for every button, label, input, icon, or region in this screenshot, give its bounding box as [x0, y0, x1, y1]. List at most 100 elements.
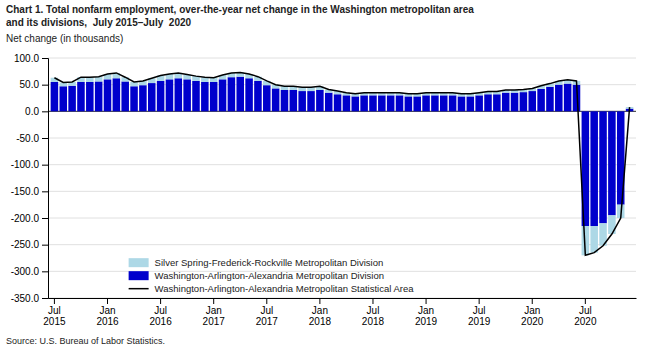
y-tick-label: -150.0	[11, 186, 40, 197]
x-tick-mark	[54, 298, 55, 304]
bar	[608, 111, 616, 215]
bar	[440, 95, 448, 111]
bar	[511, 93, 519, 112]
x-tick-label-line: Jan	[312, 305, 328, 316]
y-tick: -250.0	[11, 239, 48, 250]
plot-marks	[48, 72, 636, 255]
y-tick: 0.0	[25, 106, 48, 117]
x-tick-label: Jul2018	[362, 305, 385, 327]
x-tick-label-line: Jul	[260, 305, 273, 316]
legend-swatch	[129, 271, 149, 280]
bar	[378, 95, 386, 111]
x-tick-label-line: 2018	[362, 316, 385, 327]
x-tick-label: Jul2017	[256, 305, 279, 327]
grid	[48, 58, 636, 298]
y-tick-mark	[42, 165, 48, 166]
bar	[157, 81, 165, 111]
bar	[475, 95, 483, 111]
source-note: Source: U.S. Bureau of Labor Statistics.	[6, 336, 165, 346]
title: Chart 1. Total nonfarm employment, over-…	[6, 4, 474, 15]
bar	[369, 95, 377, 111]
bar	[590, 226, 598, 253]
x-tick-mark	[319, 298, 320, 304]
y-tick: 50.0	[20, 79, 48, 90]
x-tick: Jul2020	[574, 298, 597, 327]
y-tick-mark	[42, 58, 48, 59]
x-tick-label-line: Jul	[154, 305, 167, 316]
x-tick-label: Jul2015	[43, 305, 66, 327]
bar	[77, 82, 85, 111]
y-tick: -50.0	[16, 133, 48, 144]
bar	[148, 83, 156, 111]
bar	[458, 96, 466, 111]
y-tick-mark	[42, 245, 48, 246]
y-tick: -350.0	[11, 293, 48, 304]
x-tick: Jul2017	[256, 298, 279, 327]
bar	[387, 95, 395, 111]
bar	[334, 94, 342, 111]
x-tick-label-line: 2016	[149, 316, 172, 327]
chart-container: Chart 1. Total nonfarm employment, over-…	[0, 0, 650, 350]
bar	[528, 91, 536, 111]
bar	[86, 82, 94, 111]
bar	[298, 91, 306, 111]
bar	[290, 90, 298, 111]
x-tick: Jan2019	[415, 298, 438, 327]
bar	[502, 93, 510, 112]
bar	[254, 81, 262, 111]
x-tick-label-line: 2019	[415, 316, 438, 327]
grid-line	[48, 164, 636, 165]
y-tick-label: 0.0	[25, 106, 39, 117]
y-tick-label: -50.0	[16, 133, 39, 144]
bar	[60, 86, 68, 111]
bar	[68, 86, 76, 112]
x-tick-label: Jan2017	[203, 305, 226, 327]
bar-series	[51, 77, 634, 226]
x-tick-label-line: 2019	[468, 316, 491, 327]
x-axis: Jul2015Jan2016Jul2016Jan2017Jul2017Jan20…	[43, 298, 636, 327]
x-tick: Jul2019	[468, 298, 491, 327]
y-tick-label: -300.0	[11, 266, 40, 277]
bar	[608, 215, 616, 234]
x-tick-label-line: 2016	[96, 316, 119, 327]
x-tick-label-line: 2020	[574, 316, 597, 327]
y-tick: -300.0	[11, 266, 48, 277]
x-tick-mark	[532, 298, 533, 304]
bar	[413, 96, 421, 111]
bar	[236, 77, 244, 112]
legend-item: Washington-Arlington-Alexandria Metropol…	[129, 283, 415, 294]
x-tick-label: Jul2016	[149, 305, 172, 327]
bar	[272, 88, 280, 111]
x-tick-label: Jul2020	[574, 305, 597, 327]
grid-line	[48, 191, 636, 192]
bar	[564, 84, 572, 112]
bar	[325, 93, 333, 112]
bar	[51, 82, 59, 111]
bar	[537, 89, 545, 111]
x-tick-label-line: 2015	[43, 316, 66, 327]
bar	[546, 87, 554, 112]
x-tick: Jul2016	[149, 298, 172, 327]
bar	[139, 85, 147, 111]
bar	[228, 77, 236, 111]
bar	[130, 86, 138, 111]
bar	[175, 78, 183, 111]
x-tick-label: Jan2020	[521, 305, 544, 327]
bar	[599, 111, 607, 223]
bar	[343, 95, 351, 111]
x-tick-label: Jan2018	[309, 305, 332, 327]
x-axis-line	[49, 298, 637, 299]
y-tick: -100.0	[11, 159, 48, 170]
bar	[95, 81, 103, 111]
y-tick: 100.0	[14, 53, 48, 64]
x-tick-label-line: Jan	[418, 305, 434, 316]
bar	[484, 94, 492, 111]
y-tick-mark	[42, 191, 48, 192]
x-tick: Jan2016	[96, 298, 119, 327]
x-tick-mark	[426, 298, 427, 304]
bar	[201, 82, 209, 111]
y-tick-label: -100.0	[11, 159, 40, 170]
x-tick-mark	[585, 298, 586, 304]
legend-label: Silver Spring-Frederick-Rockville Metrop…	[155, 257, 384, 268]
grid-line	[48, 298, 636, 299]
